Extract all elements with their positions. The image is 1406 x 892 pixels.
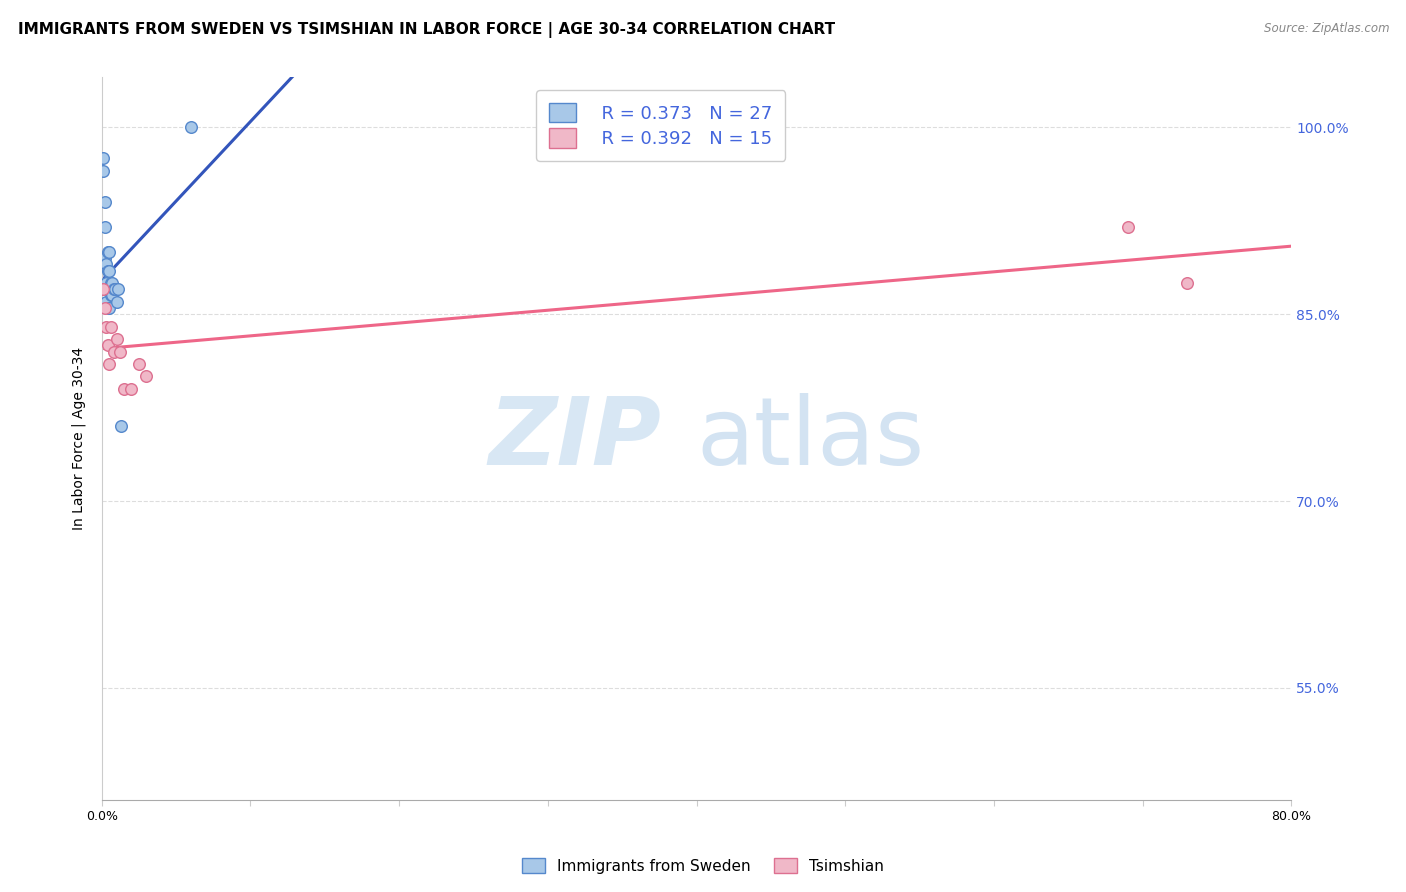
Text: Source: ZipAtlas.com: Source: ZipAtlas.com [1264, 22, 1389, 36]
Immigrants from Sweden [105, 294, 128, 309]
Immigrants from Sweden [100, 276, 122, 290]
Tsimshian [93, 301, 115, 315]
Tsimshian [135, 369, 157, 384]
Immigrants from Sweden [98, 244, 121, 259]
Tsimshian [1175, 276, 1198, 290]
Immigrants from Sweden [97, 301, 120, 315]
Immigrants from Sweden [91, 282, 114, 296]
Immigrants from Sweden [91, 164, 114, 178]
Immigrants from Sweden [98, 263, 121, 277]
Immigrants from Sweden [97, 282, 120, 296]
Immigrants from Sweden [93, 251, 115, 265]
Immigrants from Sweden [93, 194, 115, 209]
Tsimshian [98, 357, 121, 371]
Immigrants from Sweden [180, 120, 202, 135]
Immigrants from Sweden [91, 152, 114, 166]
Text: IMMIGRANTS FROM SWEDEN VS TSIMSHIAN IN LABOR FORCE | AGE 30-34 CORRELATION CHART: IMMIGRANTS FROM SWEDEN VS TSIMSHIAN IN L… [18, 22, 835, 38]
Tsimshian [103, 344, 125, 359]
Text: ZIP: ZIP [488, 392, 661, 484]
Immigrants from Sweden [103, 282, 125, 296]
Immigrants from Sweden [96, 257, 118, 271]
Tsimshian [128, 357, 150, 371]
Tsimshian [97, 338, 120, 352]
Tsimshian [1116, 219, 1139, 234]
Y-axis label: In Labor Force | Age 30-34: In Labor Force | Age 30-34 [72, 347, 86, 531]
Immigrants from Sweden [97, 263, 120, 277]
Tsimshian [96, 319, 118, 334]
Tsimshian [112, 382, 135, 396]
Tsimshian [105, 332, 128, 346]
Legend:   R = 0.373   N = 27,   R = 0.392   N = 15: R = 0.373 N = 27, R = 0.392 N = 15 [536, 90, 786, 161]
Immigrants from Sweden [100, 288, 122, 302]
Immigrants from Sweden [96, 294, 118, 309]
Tsimshian [108, 344, 131, 359]
Immigrants from Sweden [98, 282, 121, 296]
Immigrants from Sweden [96, 276, 118, 290]
Immigrants from Sweden [101, 276, 124, 290]
Immigrants from Sweden [101, 288, 124, 302]
Text: atlas: atlas [696, 392, 925, 484]
Tsimshian [100, 319, 122, 334]
Immigrants from Sweden [107, 282, 129, 296]
Tsimshian [91, 282, 114, 296]
Immigrants from Sweden [104, 282, 127, 296]
Immigrants from Sweden [97, 244, 120, 259]
Immigrants from Sweden [93, 219, 115, 234]
Immigrants from Sweden [98, 301, 121, 315]
Immigrants from Sweden [110, 419, 132, 434]
Legend: Immigrants from Sweden, Tsimshian: Immigrants from Sweden, Tsimshian [516, 852, 890, 880]
Tsimshian [120, 382, 142, 396]
